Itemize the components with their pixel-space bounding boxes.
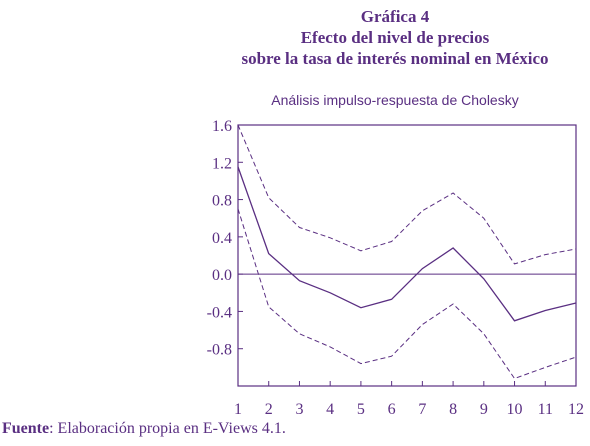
impulse-response-chart: 1.61.20.80.40.0-0.4-0.81 2 3 4 5 6 7 8 9 10 11 12 — [207, 118, 584, 418]
x-tick-label: 6 — [388, 401, 396, 418]
y-tick-label: 0.0 — [212, 267, 232, 284]
x-tick-label: 8 — [449, 401, 457, 418]
x-tick-label: 3 — [295, 401, 303, 418]
impulse-response-line — [237, 166, 577, 322]
lower-band-line — [237, 208, 577, 380]
y-tick-label: 0.8 — [212, 193, 232, 210]
y-tick-label: 1.6 — [212, 118, 232, 135]
title-line-3: sobre la tasa de interés nominal en Méxi… — [241, 49, 549, 68]
y-tick-label: 1.2 — [212, 155, 232, 172]
x-tick-label: 5 — [357, 401, 365, 418]
x-tick-label: 4 — [326, 401, 334, 418]
title-line-1: Gráfica 4 — [360, 7, 430, 26]
source-text: : Elaboración propia en E-Views 4.1. — [49, 420, 286, 437]
x-tick-label: 2 — [265, 401, 273, 418]
source-note: Fuente: Elaboración propia en E-Views 4.… — [2, 420, 286, 438]
x-tick-label: 1 — [234, 401, 242, 418]
chart-subtitle: Análisis impulso-respuesta de Cholesky — [271, 92, 519, 108]
y-tick-label: 0.4 — [212, 230, 232, 247]
y-tick-label: -0.4 — [207, 304, 232, 321]
x-tick-label: 12 — [568, 401, 584, 418]
y-tick-label: -0.8 — [207, 342, 232, 359]
title-line-2: Efecto del nivel de precios — [300, 28, 490, 47]
plot-frame — [237, 124, 577, 387]
x-tick-label: 11 — [538, 401, 553, 418]
x-tick-label: 9 — [480, 401, 488, 418]
x-tick-label: 10 — [507, 401, 523, 418]
upper-band-line — [237, 124, 577, 265]
x-tick-label: 7 — [418, 401, 426, 418]
chart-title: Gráfica 4 Efecto del nivel de precios so… — [200, 6, 590, 69]
source-label: Fuente — [2, 420, 50, 437]
